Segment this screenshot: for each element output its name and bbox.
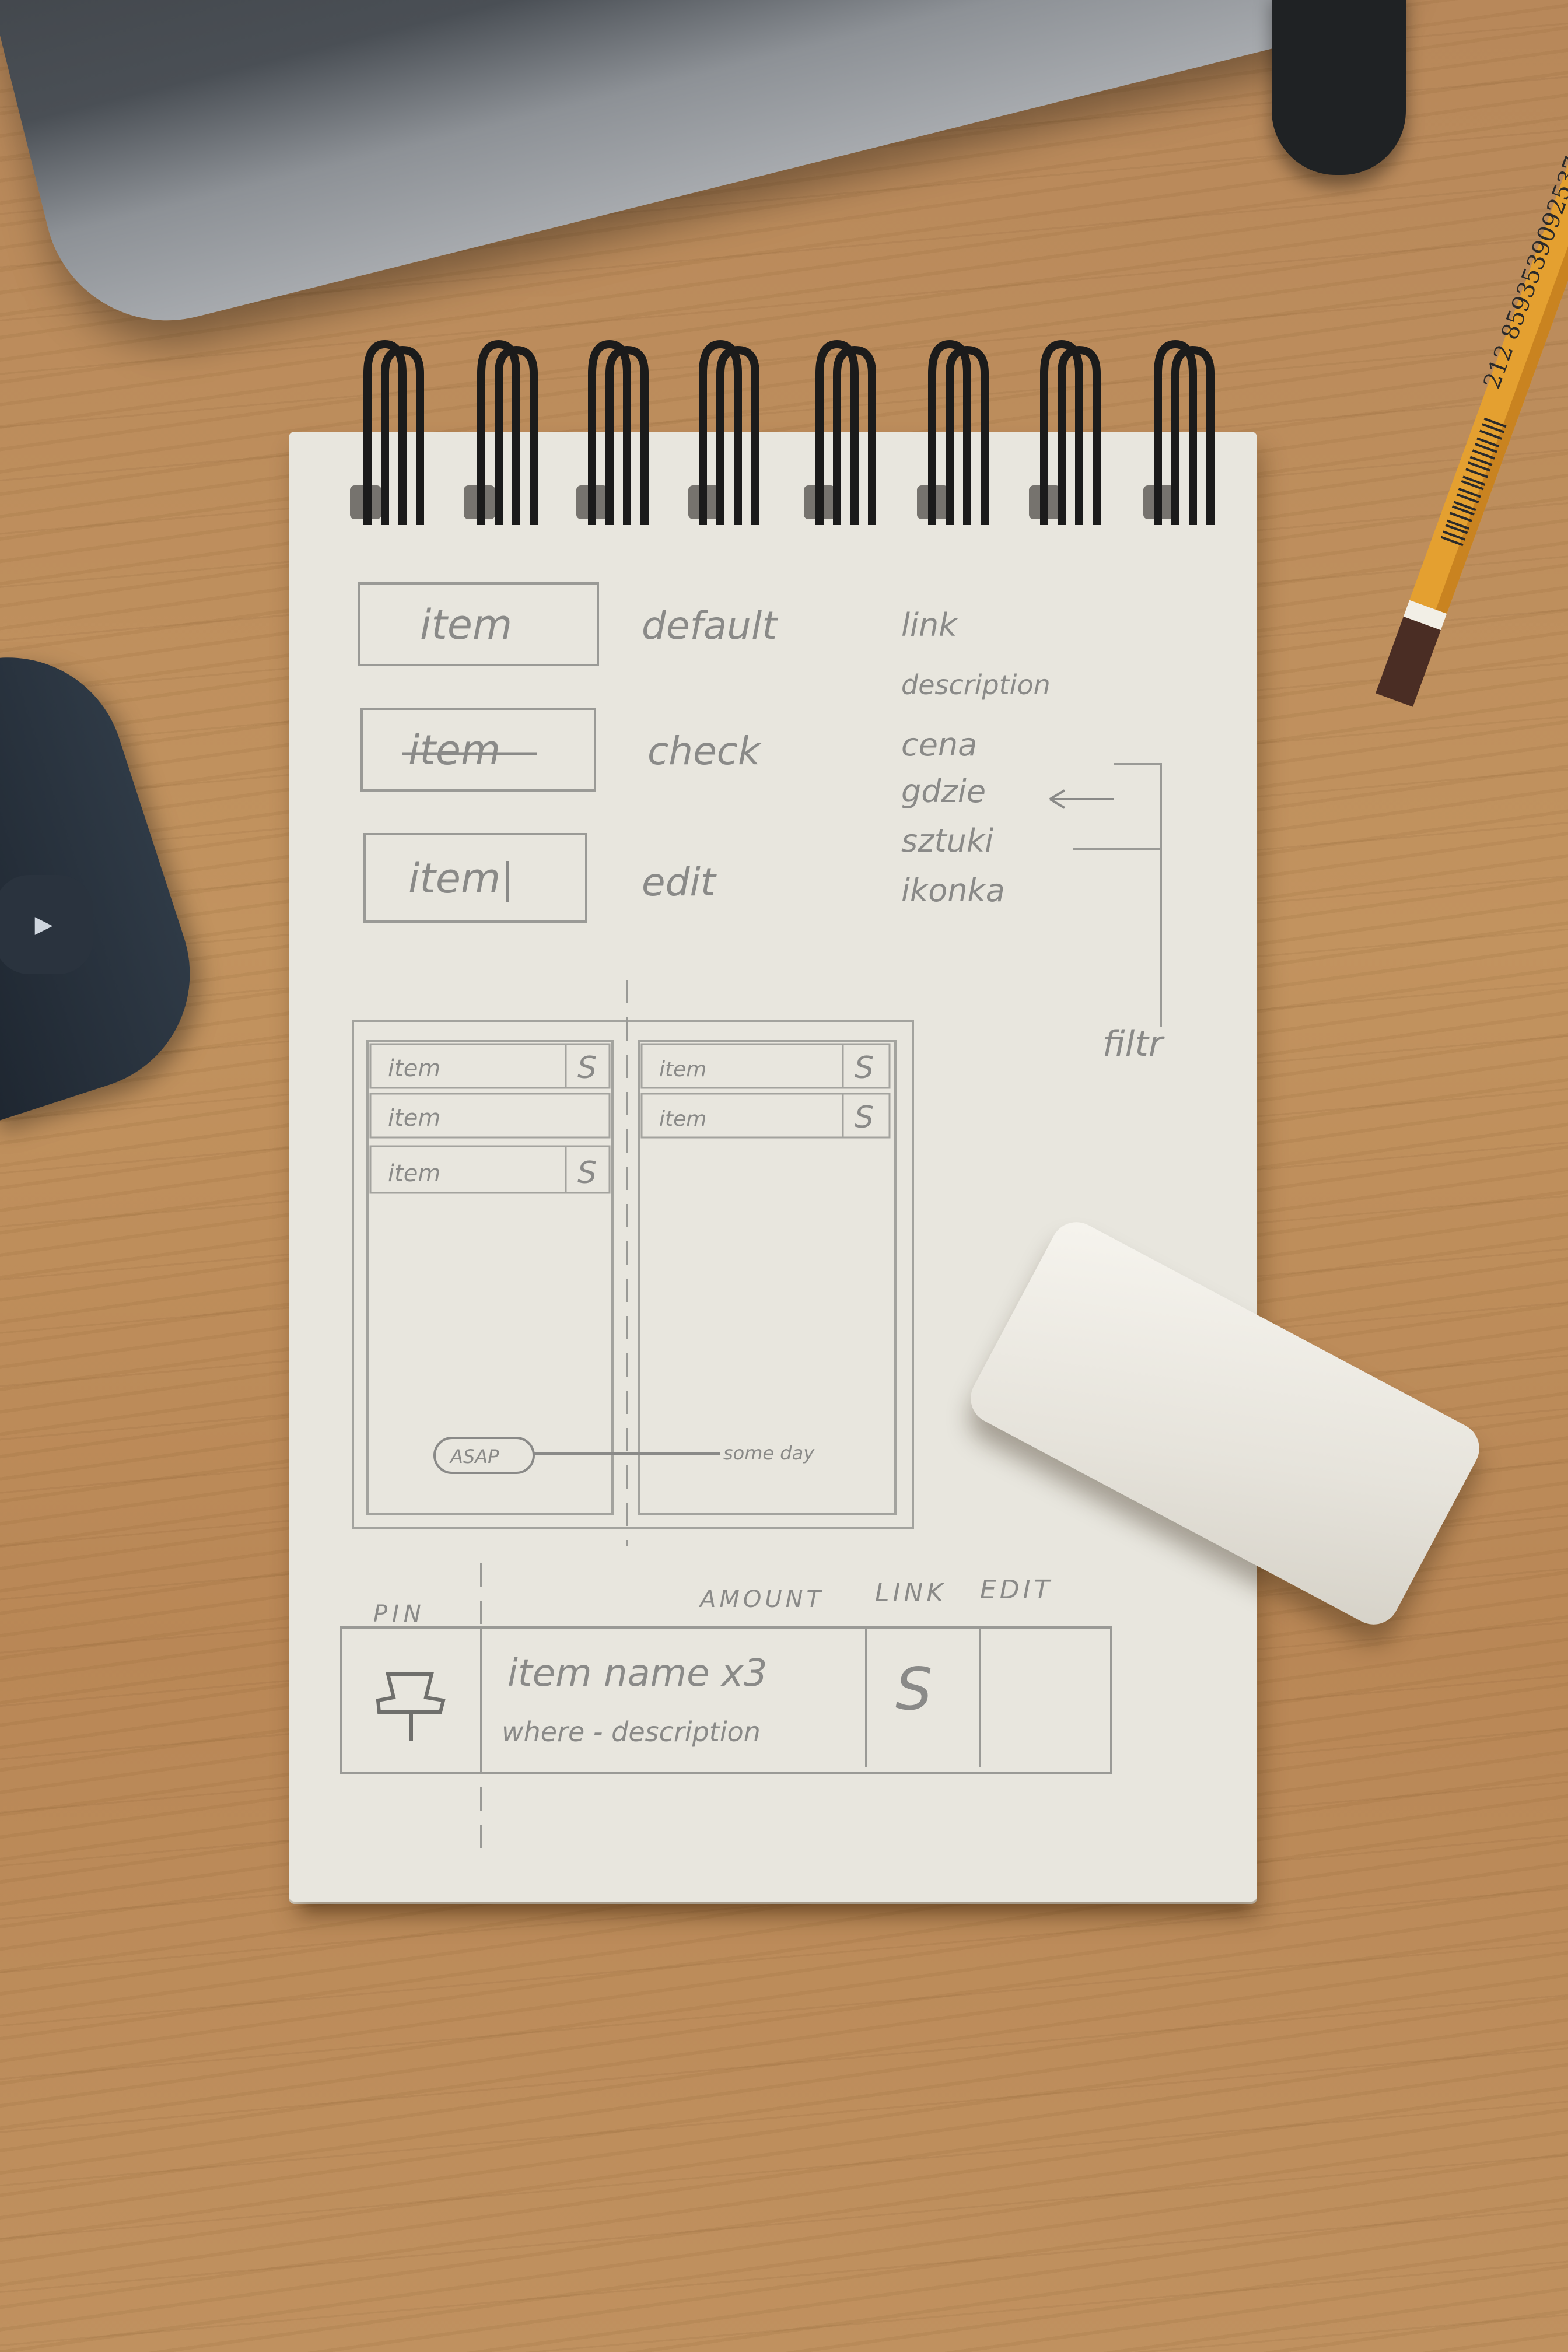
pushpin-icon (376, 1672, 446, 1741)
field-description: description (901, 669, 1051, 701)
notebook-page (289, 432, 1257, 1902)
state-edit-label: edit (642, 860, 717, 905)
priority-slider: ASAP some day (433, 1437, 815, 1474)
slider-end-label: some day (723, 1442, 815, 1464)
field-list: link description cena gdzie sztuki ikonk… (901, 607, 1165, 1065)
header-pin: PIN (373, 1601, 426, 1628)
pencil-band (1403, 600, 1447, 631)
row-subtitle: where - description (502, 1716, 761, 1748)
left-list-item: item S (369, 1043, 611, 1089)
right-list-item: item S (640, 1093, 891, 1139)
two-column-wireframe: item S item item S item S item S ASAP (352, 980, 914, 1546)
header-link: LINK (875, 1578, 947, 1608)
right-item-label: item (659, 1058, 706, 1082)
left-item-label: item (388, 1055, 440, 1082)
link-s-icon: S (578, 1051, 597, 1086)
header-edit: EDIT (980, 1575, 1054, 1605)
link-s-icon: S (855, 1051, 874, 1086)
right-list-item: item S (640, 1043, 891, 1089)
state-check: item check (360, 708, 762, 792)
header-amount: AMOUNT (698, 1586, 824, 1613)
play-icon: ▶ (0, 875, 93, 974)
barcode (1440, 417, 1507, 547)
state-default: item default (358, 582, 778, 666)
state-edit: item| edit (363, 833, 717, 923)
link-s-icon: S (578, 1156, 597, 1191)
state-check-box-label: item (408, 726, 501, 774)
field-gdzie: gdzie (901, 773, 986, 810)
pencil-cap (1376, 616, 1441, 707)
state-check-label: check (648, 729, 762, 774)
state-default-label: default (642, 603, 778, 648)
slider-start-label: ASAP (449, 1446, 499, 1468)
left-item-label: item (388, 1105, 440, 1132)
filter-label: filtr (1102, 1024, 1165, 1065)
field-link: link (901, 607, 958, 643)
row-wireframe: PIN AMOUNT LINK EDIT item name x3 where … (340, 1563, 1112, 1855)
field-sztuki: sztuki (901, 822, 993, 859)
spiral-rings (363, 340, 1214, 525)
row-title: item name x3 (508, 1652, 767, 1695)
field-cena: cena (901, 726, 977, 763)
left-list-item: item (369, 1093, 611, 1139)
link-s-icon: S (895, 1655, 932, 1723)
state-default-box-label: item (420, 601, 512, 649)
field-ikonka: ikonka (901, 872, 1005, 909)
pencil-body (1409, 0, 1568, 614)
state-edit-box-label: item| (408, 855, 514, 902)
right-item-label: item (659, 1107, 706, 1131)
link-s-icon: S (855, 1100, 874, 1135)
device-knob (1272, 0, 1406, 175)
left-item-label: item (388, 1160, 440, 1187)
left-list-item: item S (369, 1145, 611, 1194)
